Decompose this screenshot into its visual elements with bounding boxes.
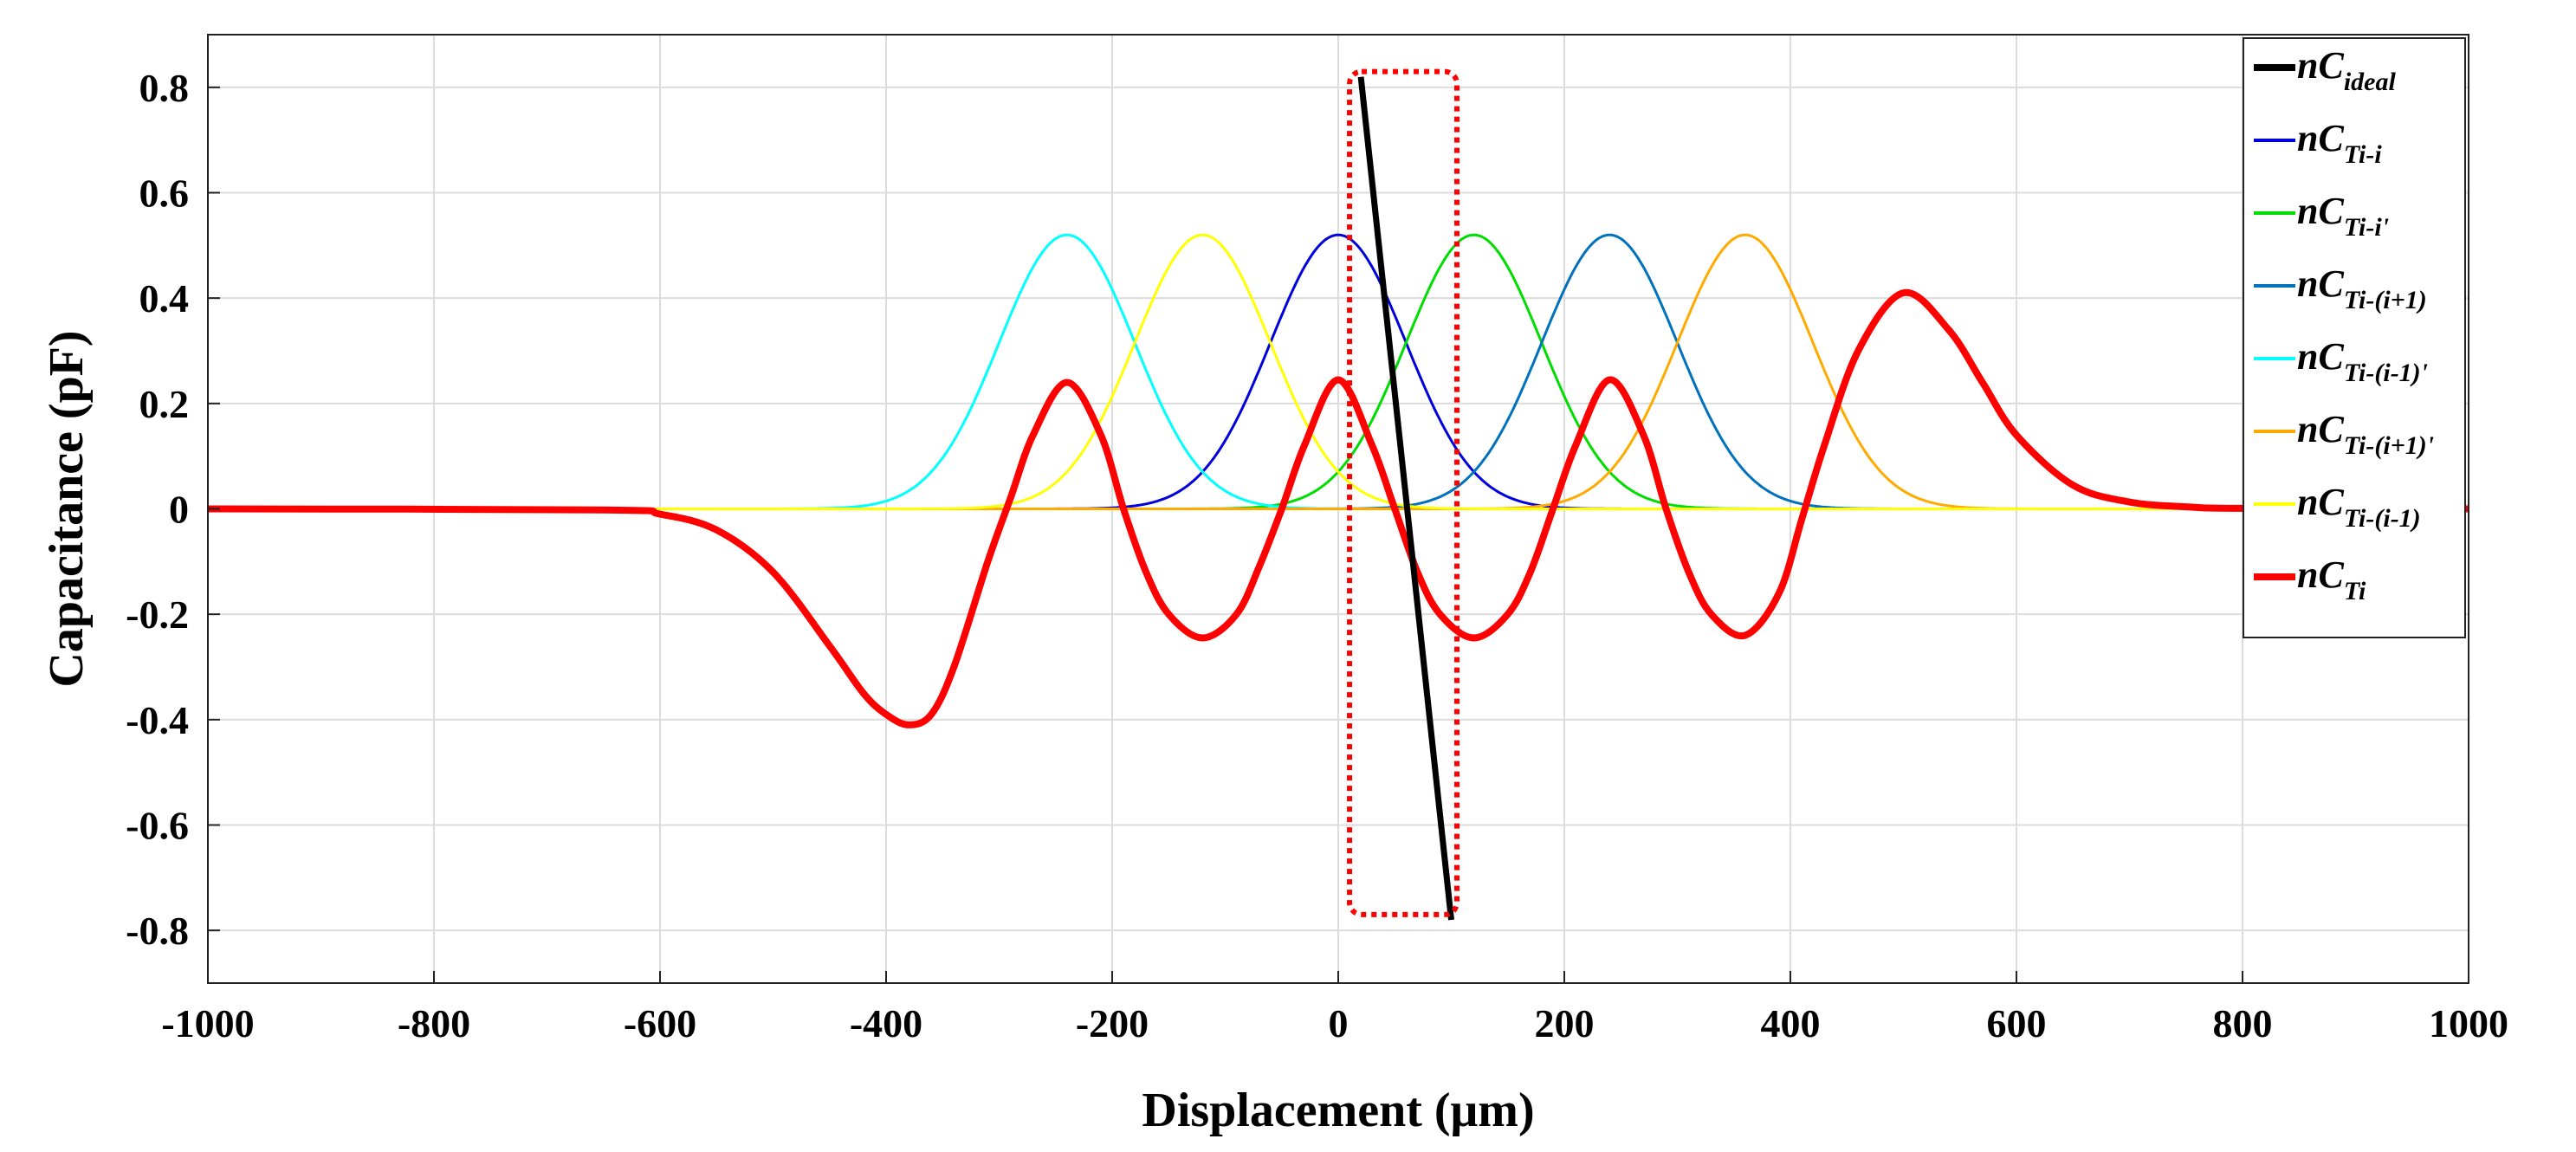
- x-tick-label: 600: [1987, 1001, 2047, 1045]
- x-tick-label: -200: [1076, 1001, 1149, 1045]
- legend-entry: nCideal: [2254, 44, 2396, 96]
- x-tick-label: 800: [2213, 1001, 2273, 1045]
- legend-label-sub: Ti-i: [2344, 140, 2383, 169]
- legend-label: nCTi-i: [2297, 117, 2382, 169]
- legend-entry: nCTi-i': [2254, 190, 2389, 242]
- legend-entry: nCTi-(i+1): [2254, 262, 2427, 314]
- legend-entry: nCTi-(i-1): [2254, 481, 2421, 533]
- x-tick-label: 200: [1535, 1001, 1595, 1045]
- x-tick-label: -1000: [161, 1001, 254, 1045]
- legend-label-main: nC: [2297, 262, 2344, 305]
- legend-entry: nCTi-(i-1)': [2254, 335, 2428, 387]
- legend-entry: nCTi: [2254, 553, 2366, 605]
- legend-label-sub: Ti-i': [2344, 213, 2389, 242]
- legend-label: nCTi-(i+1): [2297, 262, 2427, 314]
- legend-entry: nCTi-i: [2254, 117, 2382, 169]
- x-tick-label: 0: [1329, 1001, 1349, 1045]
- y-tick-label: 0.2: [139, 382, 190, 426]
- y-tick-label: -0.2: [126, 592, 189, 637]
- x-tick-label: -800: [398, 1001, 470, 1045]
- legend-label-sub: ideal: [2344, 68, 2397, 96]
- y-tick-label: -0.6: [126, 804, 189, 848]
- legend-label: nCTi-(i-1): [2297, 481, 2421, 533]
- legend-label: nCTi-(i+1)': [2297, 408, 2434, 460]
- legend-box: [2243, 37, 2466, 638]
- x-tick-label: 400: [1761, 1001, 1821, 1045]
- legend-label-sub: Ti-(i+1): [2344, 286, 2427, 314]
- legend-label: nCTi: [2297, 553, 2366, 605]
- x-tick-label: -600: [624, 1001, 696, 1045]
- legend-label-main: nC: [2297, 408, 2344, 450]
- y-axis-ticks: -0.8 -0.6 -0.4 -0.2 0 0.2 0.4 0.6 0.8: [126, 66, 220, 953]
- y-tick-label: -0.8: [126, 909, 189, 953]
- legend-label-sub: Ti-(i-1): [2344, 504, 2421, 533]
- legend-label-sub: Ti-(i-1)': [2344, 359, 2428, 387]
- series-line-nC-ideal: [1357, 76, 1454, 921]
- y-tick-label: 0: [169, 488, 189, 532]
- legend-label-sub: Ti-(i+1)': [2344, 431, 2434, 460]
- legend-entry: nCTi-(i+1)': [2254, 408, 2434, 460]
- y-tick-label: -0.4: [126, 698, 189, 742]
- legend-label-main: nC: [2297, 44, 2344, 87]
- x-tick-label: 1000: [2429, 1001, 2508, 1045]
- legend-label: nCTi-(i-1)': [2297, 335, 2428, 387]
- x-tick-label: -400: [850, 1001, 922, 1045]
- x-axis-ticks: -1000 -800 -600 -400 -200 0 200 400 600 800 1000: [161, 971, 2508, 1045]
- legend-label-main: nC: [2297, 335, 2344, 378]
- legend-label-main: nC: [2297, 553, 2344, 596]
- legend-label-main: nC: [2297, 190, 2344, 232]
- y-tick-label: 0.6: [139, 172, 190, 216]
- highlight-rectangle: [1347, 68, 1460, 917]
- legend-label-main: nC: [2297, 117, 2344, 159]
- y-tick-label: 0.8: [139, 66, 190, 110]
- series-layer: [207, 76, 2469, 921]
- x-axis-title: Displacement (μm): [1142, 1084, 1534, 1137]
- legend-label-main: nC: [2297, 481, 2344, 523]
- series-line-nC-Ti: [207, 288, 2469, 728]
- legend-label: nCTi-i': [2297, 190, 2389, 242]
- annotation-layer: [1347, 68, 1460, 917]
- y-tick-label: 0.4: [139, 276, 190, 320]
- legend: nCidealnCTi-inCTi-i'nCTi-(i+1)nCTi-(i-1)…: [2243, 37, 2466, 638]
- legend-label-sub: Ti: [2344, 577, 2366, 605]
- y-axis-title: Capacitance (pF): [40, 330, 94, 687]
- legend-label: nCideal: [2297, 44, 2396, 96]
